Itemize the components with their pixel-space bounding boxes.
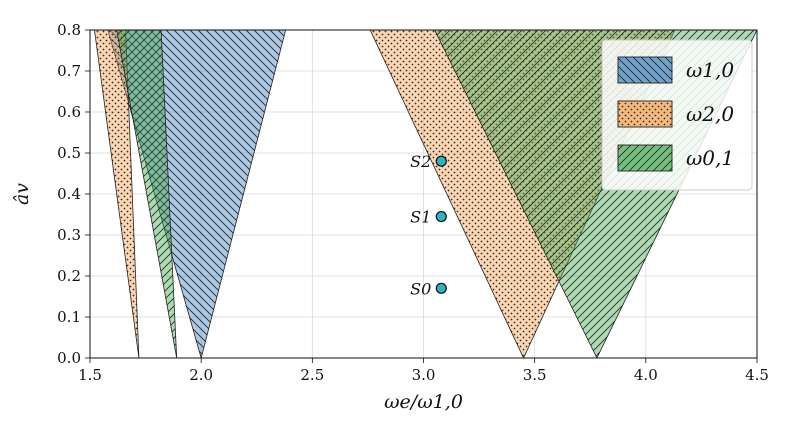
y-tick-label: 0.0	[57, 349, 81, 367]
point-marker	[435, 282, 447, 294]
point-marker	[435, 210, 447, 223]
points: S0 S1 S2	[410, 152, 447, 298]
legend: ω1,0 ω2,0 ω0,1	[601, 39, 753, 191]
legend-label: ω1,0	[686, 58, 734, 82]
point-label: S0	[410, 279, 431, 298]
y-tick-label: 0.3	[57, 226, 81, 244]
y-tick-label: 0.8	[57, 21, 81, 39]
legend-swatch	[617, 56, 673, 84]
y-tick-label: 0.5	[57, 144, 81, 162]
x-tick-label: 4.0	[634, 366, 658, 384]
y-tick-label: 0.1	[57, 308, 81, 326]
legend-swatch	[617, 144, 673, 172]
legend-label: ω0,1	[686, 146, 734, 170]
x-axis-label: ωe/ω1,0	[384, 391, 463, 413]
point-label: S1	[410, 208, 431, 227]
x-tick-label: 1.5	[78, 366, 102, 384]
x-tick-label: 2.5	[300, 366, 324, 384]
region-hatch	[94, 30, 140, 358]
legend-swatch	[617, 100, 673, 128]
legend-label: ω2,0	[686, 102, 734, 126]
x-tick-label: 3.5	[523, 366, 547, 384]
y-tick-label: 0.7	[57, 62, 81, 80]
x-tick-label: 4.5	[745, 366, 769, 384]
y-tick-label: 0.6	[57, 103, 81, 121]
point-marker	[435, 155, 447, 167]
y-tick-label: 0.2	[57, 267, 81, 285]
ticks: 1.5 2.0 2.5 3.0 3.5 4.0 4.5 0.0 0.1 0.2 0.3 0.4 0.5 0…	[57, 21, 769, 384]
y-axis-label: âv	[11, 183, 33, 205]
region-hatch	[116, 30, 178, 358]
x-tick-label: 3.0	[412, 366, 436, 384]
y-tick-label: 0.4	[57, 185, 81, 203]
x-tick-label: 2.0	[189, 366, 213, 384]
point-label: S2	[410, 152, 431, 171]
